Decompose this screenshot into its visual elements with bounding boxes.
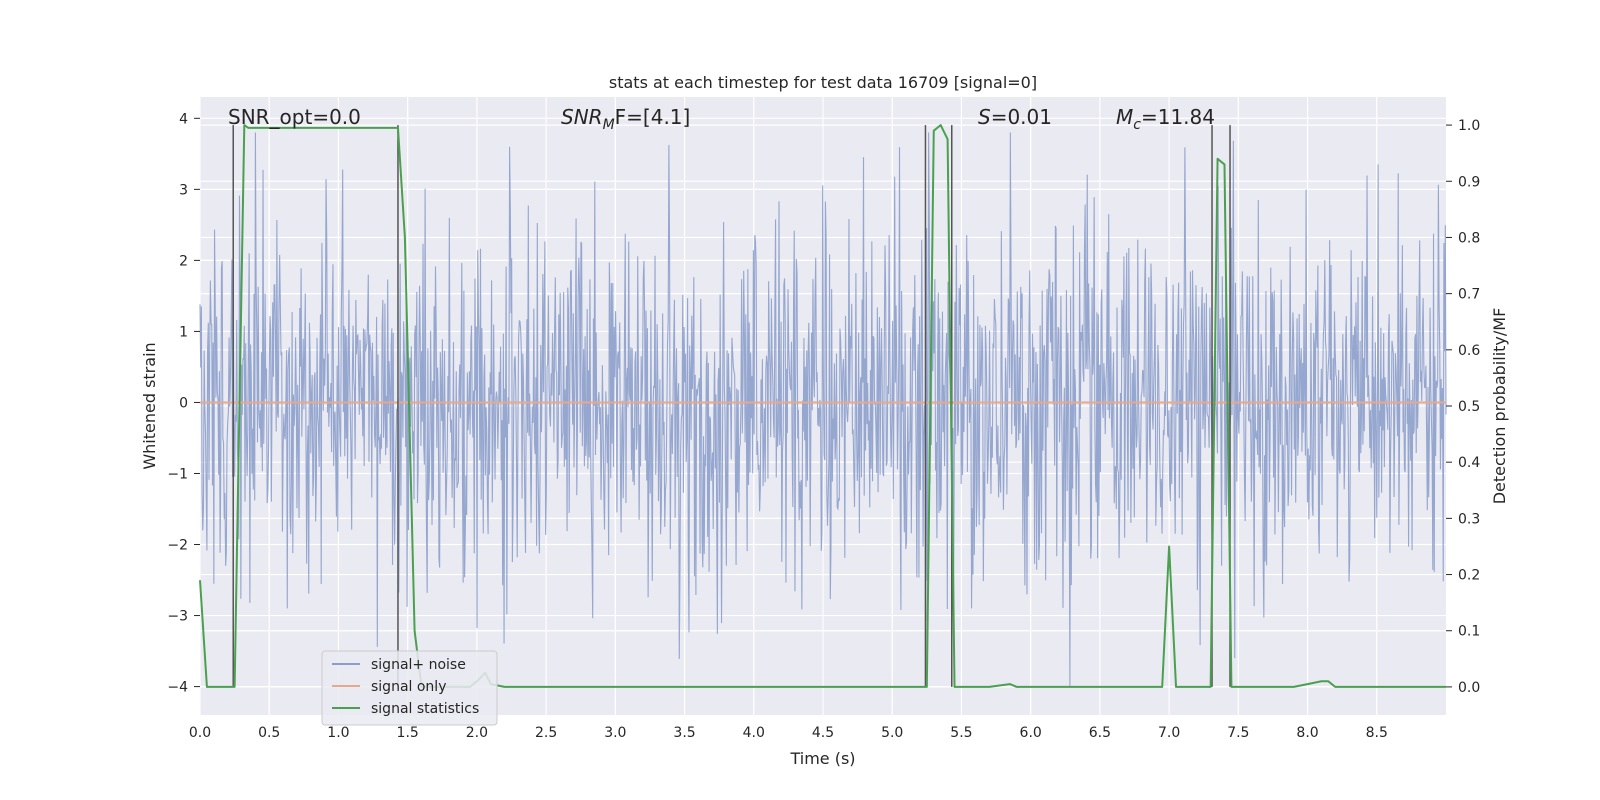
- x-tick-label-12: 6.0: [1020, 725, 1042, 741]
- y-left-tick-label-7: −3: [167, 609, 188, 625]
- y-left-tick-label-4: 0: [179, 395, 188, 411]
- x-tick-label-10: 5.0: [881, 725, 903, 741]
- annotation-s: S=0.01: [978, 105, 1052, 129]
- y-left-tick-label-1: 3: [179, 182, 188, 198]
- legend-box: [321, 650, 498, 726]
- y-left-tick-label-2: 2: [179, 253, 188, 269]
- y-right-tick-label-6: 0.4: [1458, 455, 1480, 471]
- y-left-tick-label-3: 1: [179, 324, 188, 340]
- annotation-snr-mf: SNRMF=[4.1]: [561, 105, 690, 133]
- legend: signal+ noise signal only signal statist…: [321, 650, 498, 726]
- y-right-tick-label-5: 0.5: [1458, 399, 1480, 415]
- y-right-tick-label-4: 0.6: [1458, 343, 1480, 359]
- series-signal-noise: [199, 132, 1447, 687]
- y-left-axis-label: Whitened strain: [140, 342, 159, 469]
- y-right-tick-label-9: 0.1: [1458, 624, 1480, 640]
- x-tick-label-3: 1.5: [397, 725, 419, 741]
- legend-label-signal-only: signal only: [371, 679, 446, 695]
- signal-statistics-line: [199, 124, 1446, 688]
- x-tick-label-15: 7.5: [1227, 725, 1249, 741]
- y-left-tick-label-5: −1: [167, 466, 188, 482]
- x-tick-label-14: 7.0: [1158, 725, 1180, 741]
- x-tick-label-13: 6.5: [1089, 725, 1111, 741]
- annotation-s-main: S: [978, 105, 991, 129]
- y-right-tick-label-2: 0.8: [1458, 230, 1480, 246]
- x-axis-ticks: 0.0 0.5 1.0 1.5 2.0 2.5 3.0 3.5 4.0 4.5 5.0 5.5 6.0 6…: [189, 725, 1388, 741]
- y-right-tick-label-8: 0.2: [1458, 568, 1480, 584]
- x-tick-label-8: 4.0: [743, 725, 765, 741]
- annotation-snr-mf-main: SNR: [561, 105, 603, 129]
- y-left-tick-label-0: 4: [179, 111, 188, 127]
- annotation-mc-sub: c: [1133, 117, 1141, 133]
- x-tick-label-16: 8.0: [1296, 725, 1318, 741]
- annotation-mc-main: M: [1116, 105, 1133, 129]
- x-tick-label-6: 3.0: [604, 725, 626, 741]
- y-right-tick-label-7: 0.3: [1458, 511, 1480, 527]
- x-tick-label-4: 2.0: [466, 725, 488, 741]
- annotation-mc: Mc=11.84: [1116, 105, 1215, 133]
- x-tick-label-0: 0.0: [189, 725, 211, 741]
- y-right-tick-label-3: 0.7: [1458, 287, 1480, 303]
- y-right-tick-label-1: 0.9: [1458, 174, 1480, 190]
- x-tick-label-5: 2.5: [535, 725, 557, 741]
- annotation-mc-rest: =11.84: [1141, 105, 1215, 129]
- legend-label-signal-noise: signal+ noise: [371, 657, 466, 673]
- x-tick-label-1: 0.5: [258, 725, 280, 741]
- x-tick-label-9: 4.5: [812, 725, 834, 741]
- annotation-snr-mf-rest: F=[4.1]: [615, 105, 691, 129]
- series-signal-statistics: [199, 124, 1446, 688]
- y-right-tick-label-0: 1.0: [1458, 118, 1480, 134]
- x-tick-label-11: 5.5: [950, 725, 972, 741]
- noise-line: [199, 132, 1447, 687]
- x-tick-label-2: 1.0: [327, 725, 349, 741]
- x-axis-label: Time (s): [789, 749, 855, 768]
- y-right-axis-label: Detection probability/MF: [1490, 308, 1509, 505]
- chart-title: stats at each timestep for test data 167…: [609, 73, 1037, 92]
- annotation-snr-opt: SNR_opt=0.0: [228, 105, 361, 129]
- y-left-tick-label-8: −4: [167, 680, 188, 696]
- annotation-s-rest: =0.01: [991, 105, 1052, 129]
- y-right-tick-label-10: 0.0: [1458, 680, 1480, 696]
- legend-label-signal-statistics: signal statistics: [371, 701, 479, 717]
- x-tick-label-7: 3.5: [673, 725, 695, 741]
- y-right-axis-ticks: 1.0 0.9 0.8 0.7 0.6 0.5 0.4 0.3 0.2 0.1 0.0: [1446, 118, 1480, 696]
- x-tick-label-17: 8.5: [1366, 725, 1388, 741]
- y-left-axis-ticks: 4 3 2 1 0 −1 −2 −3 −4: [167, 111, 200, 696]
- y-left-tick-label-6: −2: [167, 538, 188, 554]
- annotation-snr-mf-sub: M: [603, 117, 615, 133]
